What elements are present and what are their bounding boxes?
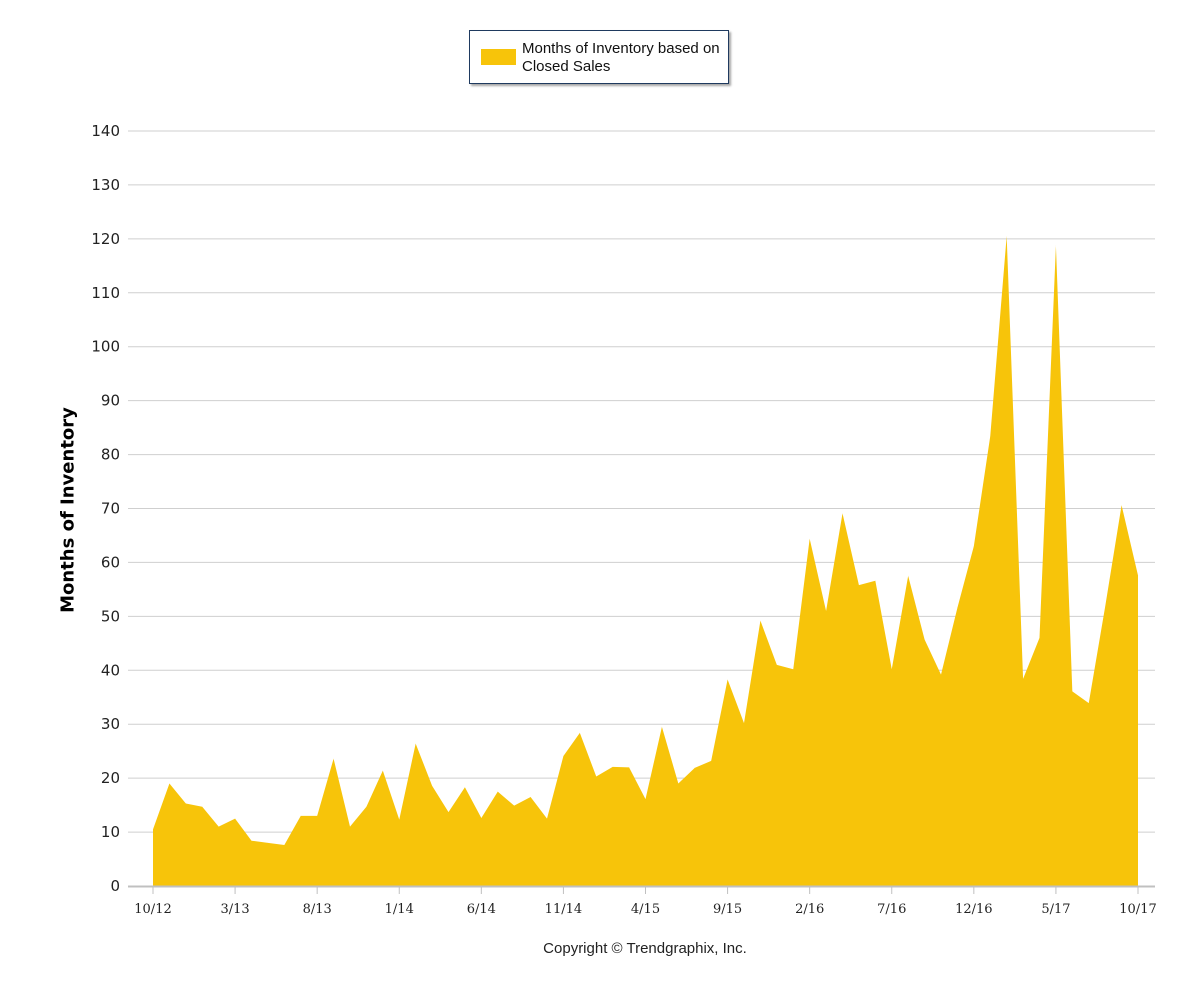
- y-tick-label: 120: [91, 230, 120, 248]
- x-tick-label: 4/15: [631, 902, 660, 917]
- x-tick-label: 11/14: [545, 902, 582, 917]
- copyright-text: Copyright © Trendgraphix, Inc.: [0, 940, 1200, 957]
- y-tick-label: 80: [101, 446, 120, 464]
- x-tick-label: 2/16: [795, 902, 824, 917]
- x-tick-label: 3/13: [220, 902, 249, 917]
- x-tick-label: 1/14: [385, 902, 414, 917]
- y-tick-label: 140: [91, 122, 120, 140]
- y-tick-label: 40: [101, 661, 120, 679]
- legend-swatch: [481, 49, 516, 65]
- x-tick-label: 10/17: [1119, 902, 1156, 917]
- y-tick-label: 20: [101, 769, 120, 787]
- y-tick-label: 0: [110, 877, 120, 895]
- x-tick-label: 5/17: [1041, 902, 1070, 917]
- series-area-layer: [153, 236, 1138, 886]
- x-tick-label: 12/16: [955, 902, 992, 917]
- y-tick-label: 60: [101, 553, 120, 571]
- x-axis: 10/12 3/13 8/13 1/14 6/14 11/14 4/15 9/15 2/16 7/…: [128, 886, 1157, 917]
- x-tick-label: 7/16: [877, 902, 906, 917]
- x-tick-label: 9/15: [713, 902, 742, 917]
- x-tick-label: 8/13: [303, 902, 332, 917]
- y-axis-ticks: 0 10 20 30 40 50 60 70 80 90 100 110 120 130 140: [91, 122, 120, 895]
- y-tick-label: 30: [101, 715, 120, 733]
- y-tick-label: 10: [101, 823, 120, 841]
- x-tick-label: 6/14: [467, 902, 496, 917]
- y-tick-label: 100: [91, 338, 120, 356]
- y-tick-label: 90: [101, 392, 120, 410]
- legend-label: Months of Inventory based on Closed Sale…: [522, 40, 722, 76]
- legend: Months of Inventory based on Closed Sale…: [469, 30, 729, 84]
- x-tick-label: 10/12: [134, 902, 171, 917]
- y-tick-label: 70: [101, 500, 120, 518]
- y-axis-label: Months of Inventory: [58, 407, 79, 613]
- series-area: [153, 236, 1138, 886]
- y-tick-label: 130: [91, 176, 120, 194]
- y-tick-label: 110: [91, 284, 120, 302]
- y-tick-label: 50: [101, 607, 120, 625]
